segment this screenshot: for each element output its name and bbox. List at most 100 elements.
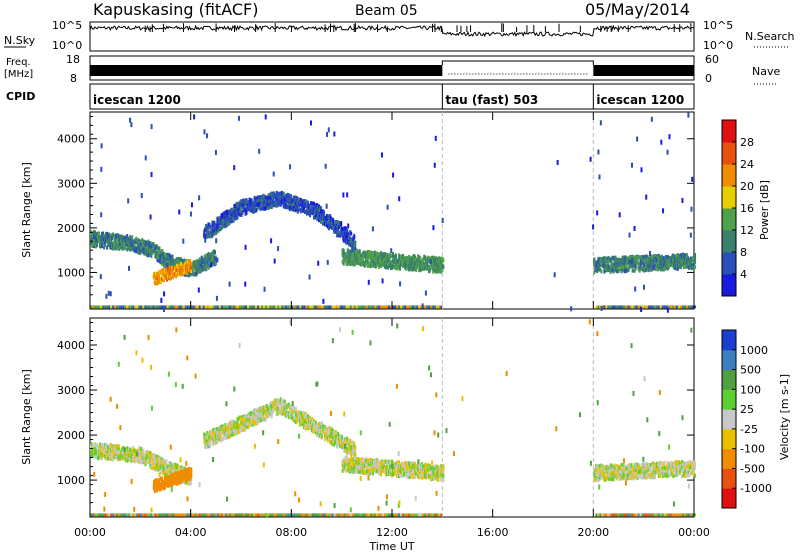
heatmap-cell: [258, 410, 261, 415]
heatmap-cell: [259, 197, 262, 202]
heatmap-cell: [179, 270, 182, 275]
heatmap-cell: [156, 479, 159, 484]
heatmap-cell: [322, 216, 325, 221]
ground-scatter-cell: [351, 305, 354, 309]
heatmap-cell: [119, 234, 122, 239]
heatmap-cell: [336, 225, 339, 230]
heatmap-cell: [276, 411, 279, 416]
noise-cell: [203, 129, 206, 135]
heatmap-cell: [372, 261, 375, 266]
heatmap-cell: [91, 232, 94, 237]
ground-scatter-cell: [267, 305, 270, 309]
noise-cell: [640, 306, 643, 312]
heatmap-cell: [132, 245, 135, 250]
heatmap-cell: [298, 199, 301, 204]
heatmap-cell: [241, 209, 244, 214]
heatmap-cell: [618, 258, 621, 263]
heatmap-cell: [122, 448, 125, 453]
heatmap-cell: [651, 259, 654, 264]
heatmap-cell: [289, 408, 292, 413]
heatmap-cell: [170, 468, 173, 473]
heatmap-cell: [345, 236, 348, 241]
heatmap-cell: [289, 415, 292, 420]
heatmap-cell: [607, 260, 610, 265]
noise-cell: [589, 156, 592, 162]
heatmap-cell: [104, 448, 107, 453]
heatmap-cell: [169, 276, 172, 281]
heatmap-cell: [260, 195, 263, 200]
noise-cell: [150, 124, 153, 130]
heatmap-cell: [239, 420, 242, 425]
heatmap-cell: [110, 242, 113, 247]
heatmap-cell: [366, 260, 369, 265]
heatmap-cell: [218, 432, 221, 437]
ground-scatter-cell: [265, 305, 268, 309]
heatmap-cell: [251, 205, 254, 210]
heatmap-cell: [411, 267, 414, 272]
heatmap-cell: [216, 434, 219, 439]
heatmap-cell: [229, 218, 232, 223]
heatmap-cell: [119, 456, 122, 461]
heatmap-cell: [292, 417, 295, 422]
heatmap-cell: [653, 253, 656, 258]
ground-scatter-cell: [389, 305, 392, 309]
heatmap-cell: [102, 443, 105, 448]
heatmap-cell: [421, 265, 424, 270]
heatmap-cell: [233, 206, 236, 211]
heatmap-cell: [92, 239, 95, 244]
heatmap-cell: [100, 235, 103, 240]
heatmap-cell: [233, 210, 236, 215]
heatmap-cell: [93, 453, 96, 458]
heatmap-cell: [288, 207, 291, 212]
heatmap-cell: [244, 208, 247, 213]
heatmap-cell: [104, 442, 107, 447]
heatmap-cell: [683, 259, 686, 264]
heatmap-cell: [331, 218, 334, 223]
heatmap-cell: [683, 254, 686, 259]
noise-cell: [289, 164, 292, 170]
ground-scatter-cell: [631, 305, 634, 309]
ground-scatter-cell: [639, 305, 642, 309]
heatmap-cell: [635, 255, 638, 260]
heatmap-cell: [222, 212, 225, 217]
heatmap-cell: [144, 240, 147, 245]
heatmap-cell: [330, 220, 333, 225]
heatmap-cell: [626, 256, 629, 261]
heatmap-cell: [161, 262, 164, 267]
heatmap-cell: [212, 221, 215, 226]
ground-scatter-cell: [607, 305, 610, 309]
heatmap-cell: [119, 453, 122, 458]
heatmap-cell: [264, 203, 267, 208]
heatmap-cell: [250, 419, 253, 424]
heatmap-cell: [240, 205, 243, 210]
heatmap-cell: [244, 202, 247, 207]
heatmap-cell: [420, 261, 423, 266]
heatmap-cell: [225, 216, 228, 221]
heatmap-cell: [358, 260, 361, 265]
ground-scatter-cell: [124, 305, 127, 309]
heatmap-cell: [141, 451, 144, 456]
ground-scatter-cell: [184, 305, 187, 309]
heatmap-cell: [184, 263, 187, 268]
heatmap-cell: [124, 244, 127, 249]
heatmap-cell: [124, 238, 127, 243]
heatmap-cell: [200, 266, 203, 271]
heatmap-cell: [148, 244, 151, 249]
ground-scatter-cell: [323, 305, 326, 309]
heatmap-cell: [252, 205, 255, 210]
ground-scatter-cell: [94, 305, 97, 309]
heatmap-cell: [383, 264, 386, 269]
heatmap-cell: [299, 207, 302, 212]
heatmap-cell: [210, 254, 213, 259]
heatmap-cell: [108, 238, 111, 243]
heatmap-cell: [145, 451, 148, 456]
heatmap-cell: [320, 209, 323, 214]
heatmap-cell: [269, 407, 272, 412]
heatmap-cell: [364, 251, 367, 256]
heatmap-cell: [318, 215, 321, 220]
heatmap-cell: [207, 432, 210, 437]
heatmap-cell: [314, 208, 317, 213]
heatmap-cell: [198, 264, 201, 269]
heatmap-cell: [162, 466, 165, 471]
heatmap-cell: [254, 409, 257, 414]
